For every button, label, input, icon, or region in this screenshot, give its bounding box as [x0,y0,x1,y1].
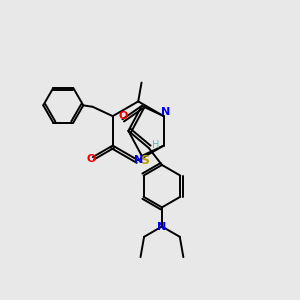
Text: N: N [157,221,167,232]
Text: O: O [87,154,96,164]
Text: S: S [140,154,149,167]
Text: N: N [134,155,143,165]
Text: O: O [118,111,128,121]
Text: H: H [152,140,160,150]
Text: N: N [160,107,170,117]
